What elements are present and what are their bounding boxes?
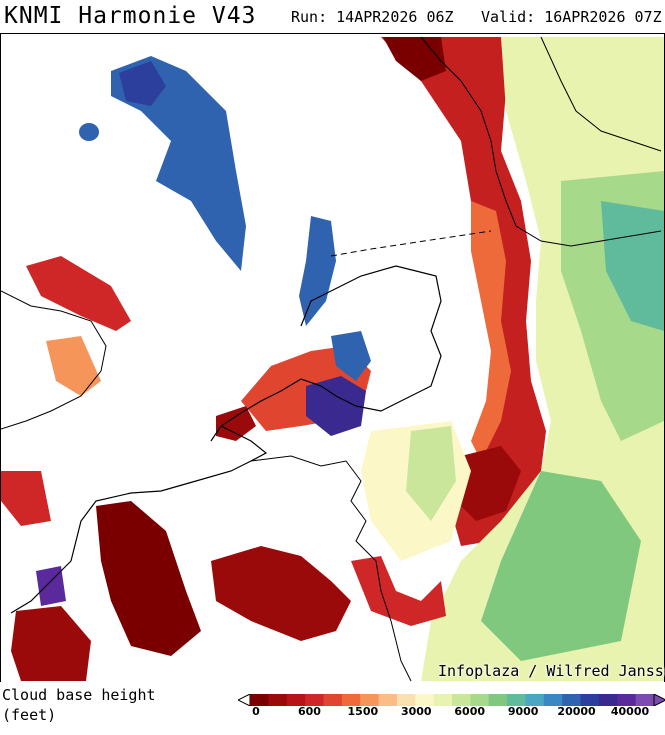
- cloud-field-germany-green: [406, 426, 456, 521]
- map-credit: Infoplaza / Wilfred Janssen: [438, 662, 665, 680]
- scale-swatch: [470, 694, 490, 706]
- cloud-field-nl-blue: [331, 331, 371, 381]
- scale-swatch: [433, 694, 453, 706]
- scale-swatch: [525, 694, 545, 706]
- run-time: Run: 14APR2026 06Z: [291, 8, 454, 26]
- scale-max-arrow: [653, 694, 665, 706]
- chart-header: KNMI Harmonie V43 Run: 14APR2026 06Z Val…: [0, 0, 665, 33]
- scale-swatch: [268, 694, 288, 706]
- scale-swatch: [396, 694, 416, 706]
- cloud-field-ardennes-red: [211, 546, 351, 641]
- scale-swatch: [378, 694, 398, 706]
- border-line: [250, 455, 412, 682]
- cloud-field-germany-red: [456, 446, 521, 521]
- cloud-field-ne-low: [381, 37, 546, 546]
- scale-swatch: [286, 694, 306, 706]
- scale-ticks: 0 600 1500 3000 6000 9000 20000 40000: [238, 705, 665, 719]
- border-de-pl: [330, 230, 492, 257]
- scale-tick-label: 1500: [347, 705, 379, 718]
- weather-map: [0, 33, 665, 683]
- cloud-field-east-green2: [481, 471, 641, 661]
- coastline: [10, 265, 442, 614]
- scale-swatch: [452, 694, 471, 706]
- scale-tick-label: 6000: [454, 705, 486, 718]
- scale-swatch: [415, 694, 435, 706]
- cloud-field-northsea-blue: [111, 56, 246, 271]
- cloud-field-ne-darkred: [383, 37, 446, 81]
- variable-label: Cloud base height: [2, 686, 156, 704]
- cloud-field-left-red: [1, 471, 51, 526]
- legend-area: Cloud base height (feet) 0 600 1500 3000 600…: [0, 682, 665, 735]
- cloud-field-west-red: [26, 256, 131, 331]
- cloud-field-west-orange: [46, 336, 101, 396]
- color-scale: [238, 694, 665, 706]
- scale-swatch: [598, 694, 618, 706]
- scale-swatch: [543, 694, 563, 706]
- scale-tick-label: 600: [297, 705, 321, 718]
- cloud-field-france-red: [11, 606, 91, 681]
- cloud-field-belgium-darkred: [96, 501, 201, 656]
- scale-swatch: [488, 694, 508, 706]
- model-title: KNMI Harmonie V43: [4, 3, 257, 29]
- scale-swatch: [507, 694, 526, 706]
- uk-coast: [1, 290, 107, 430]
- scale-tick-label: 3000: [400, 705, 432, 718]
- cloud-field-left-purple: [36, 566, 66, 606]
- cloud-field-blob: [79, 123, 99, 141]
- scale-swatch: [250, 694, 269, 706]
- scale-swatch: [617, 694, 637, 706]
- scale-swatch: [580, 694, 600, 706]
- scale-tick-label: 20000: [557, 705, 596, 718]
- denmark-coast: [420, 36, 662, 247]
- scale-swatch: [323, 694, 343, 706]
- cloud-field-ne-orange: [471, 201, 511, 461]
- scale-tick-label: 9000: [507, 705, 539, 718]
- map-canvas: [1, 36, 664, 682]
- scale-tick-label: 40000: [610, 705, 650, 718]
- cloud-field-northsea-indigo: [119, 61, 166, 106]
- valid-time: Valid: 16APR2026 07Z: [481, 8, 662, 26]
- cloud-field-nl-purple: [306, 376, 366, 436]
- scale-swatch: [562, 694, 582, 706]
- scale-swatch: [305, 694, 324, 706]
- scale-swatch: [341, 694, 361, 706]
- cloud-field-nl-darkred: [216, 406, 256, 441]
- unit-label: (feet): [2, 706, 57, 724]
- scale-swatch: [360, 694, 380, 706]
- scale-tick-label: 0: [252, 705, 260, 718]
- cloud-field-south-red: [351, 556, 446, 626]
- cloud-field-northsea-blue2: [299, 216, 336, 326]
- scale-swatch: [635, 694, 655, 706]
